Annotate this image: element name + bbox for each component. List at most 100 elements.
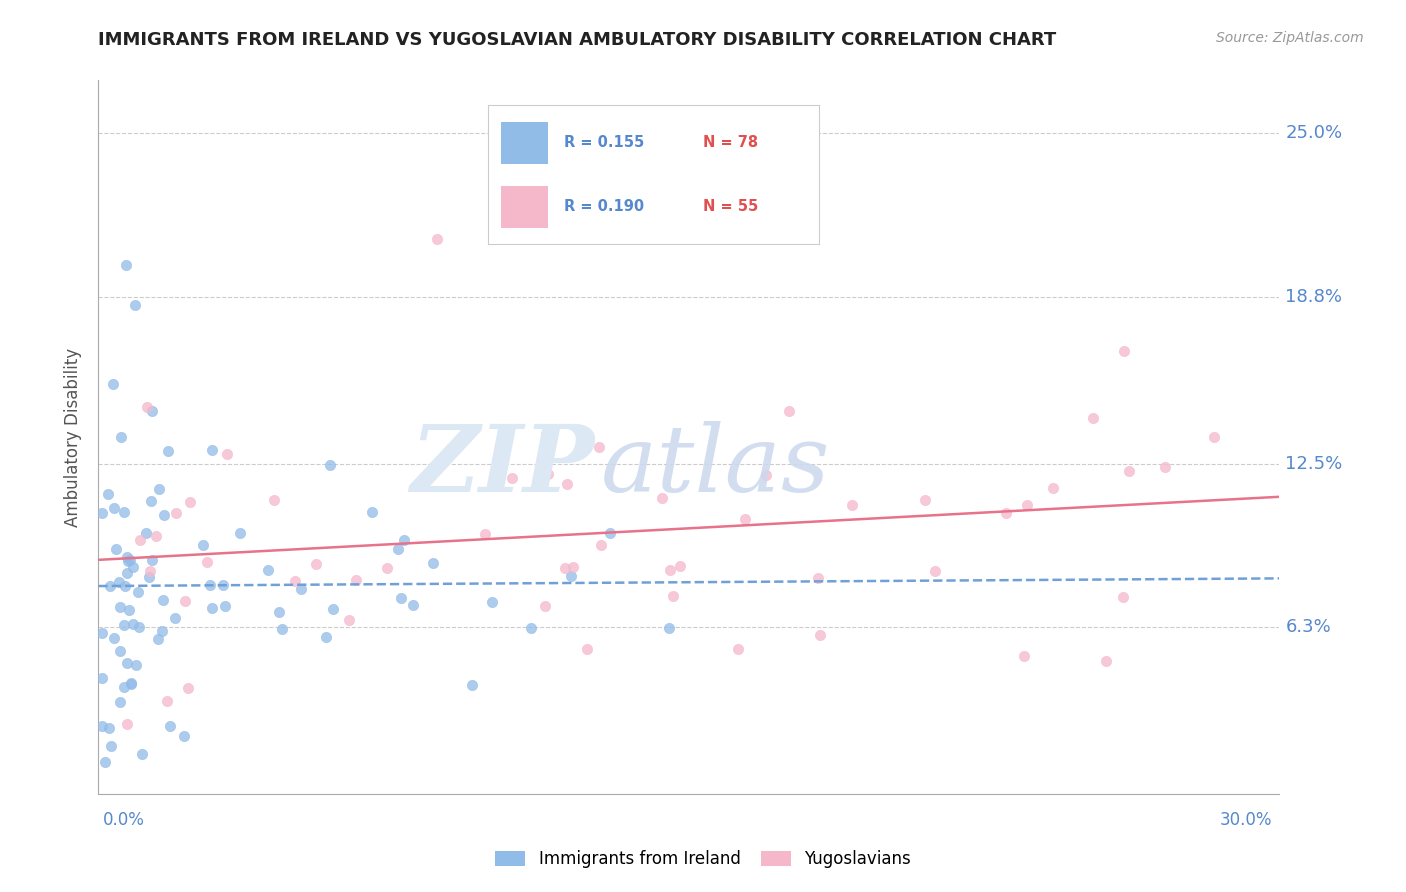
Point [520, 621, 543, 635]
Point [650, 491, 672, 506]
Point [98, 721, 121, 735]
Point [778, 404, 800, 418]
Point [1154, 460, 1177, 475]
Point [474, 527, 496, 541]
Point [103, 500, 125, 515]
Point [110, 600, 132, 615]
Point [105, 542, 128, 557]
Point [914, 492, 936, 507]
Point [575, 641, 598, 656]
Point [1012, 649, 1035, 664]
Point [201, 443, 224, 458]
Point [118, 603, 141, 617]
Point [257, 563, 280, 577]
Text: atlas: atlas [600, 421, 830, 510]
Point [155, 694, 177, 708]
Point [662, 589, 685, 603]
Point [91, 719, 114, 733]
Point [599, 526, 621, 541]
Point [214, 599, 236, 614]
Point [554, 561, 576, 575]
Point [124, 298, 146, 312]
Point [808, 628, 831, 642]
Point [122, 560, 145, 574]
Point [128, 533, 150, 548]
Point [267, 606, 290, 620]
Text: IMMIGRANTS FROM IRELAND VS YUGOSLAVIAN AMBULATORY DISABILITY CORRELATION CHART: IMMIGRANTS FROM IRELAND VS YUGOSLAVIAN A… [98, 31, 1057, 49]
Point [290, 582, 312, 597]
Point [191, 538, 214, 552]
Point [994, 506, 1017, 520]
Text: 12.5%: 12.5% [1285, 455, 1343, 473]
Point [322, 602, 344, 616]
Point [555, 477, 578, 491]
Point [501, 471, 523, 485]
Text: 25.0%: 25.0% [1285, 124, 1343, 142]
Point [120, 553, 142, 567]
Point [534, 427, 557, 442]
Point [112, 617, 135, 632]
Point [1204, 430, 1226, 444]
Text: 18.8%: 18.8% [1285, 288, 1343, 306]
Point [588, 440, 610, 454]
Point [110, 430, 132, 444]
Point [145, 529, 167, 543]
Point [589, 538, 612, 552]
Point [560, 568, 582, 582]
Point [103, 377, 125, 392]
Point [148, 482, 170, 496]
Point [658, 621, 681, 635]
Text: Source: ZipAtlas.com: Source: ZipAtlas.com [1216, 31, 1364, 45]
Point [177, 681, 200, 695]
Point [1095, 654, 1118, 668]
Point [103, 631, 125, 645]
Point [481, 595, 503, 609]
Point [139, 564, 162, 578]
Point [153, 508, 176, 523]
Point [346, 573, 368, 587]
Point [117, 566, 139, 581]
Point [165, 507, 187, 521]
Point [115, 717, 138, 731]
Point [201, 601, 224, 615]
Point [1042, 481, 1064, 495]
Point [727, 641, 749, 656]
Point [806, 571, 828, 585]
Point [422, 556, 444, 570]
Point [195, 555, 218, 569]
Point [212, 578, 235, 592]
Legend: Immigrants from Ireland, Yugoslavians: Immigrants from Ireland, Yugoslavians [489, 844, 917, 875]
Point [392, 533, 415, 547]
Point [108, 644, 131, 658]
Point [91, 671, 114, 685]
Point [179, 495, 201, 509]
Point [668, 559, 690, 574]
Point [402, 599, 425, 613]
Point [755, 468, 778, 483]
Point [122, 617, 145, 632]
Point [91, 507, 114, 521]
Point [534, 599, 557, 613]
Point [139, 494, 162, 508]
Point [200, 578, 222, 592]
Point [100, 739, 122, 754]
Point [128, 619, 150, 633]
Y-axis label: Ambulatory Disability: Ambulatory Disability [65, 348, 83, 526]
Point [138, 570, 160, 584]
Text: 0.0%: 0.0% [103, 811, 145, 829]
Point [461, 678, 484, 692]
Point [91, 625, 114, 640]
Point [156, 444, 179, 458]
Point [318, 458, 340, 473]
Point [108, 574, 131, 589]
Point [165, 611, 187, 625]
Point [159, 719, 181, 733]
Point [98, 578, 121, 592]
Point [229, 525, 252, 540]
Point [337, 613, 360, 627]
Point [315, 630, 337, 644]
Point [120, 676, 142, 690]
Point [271, 623, 294, 637]
Point [360, 505, 382, 519]
Point [136, 400, 159, 414]
